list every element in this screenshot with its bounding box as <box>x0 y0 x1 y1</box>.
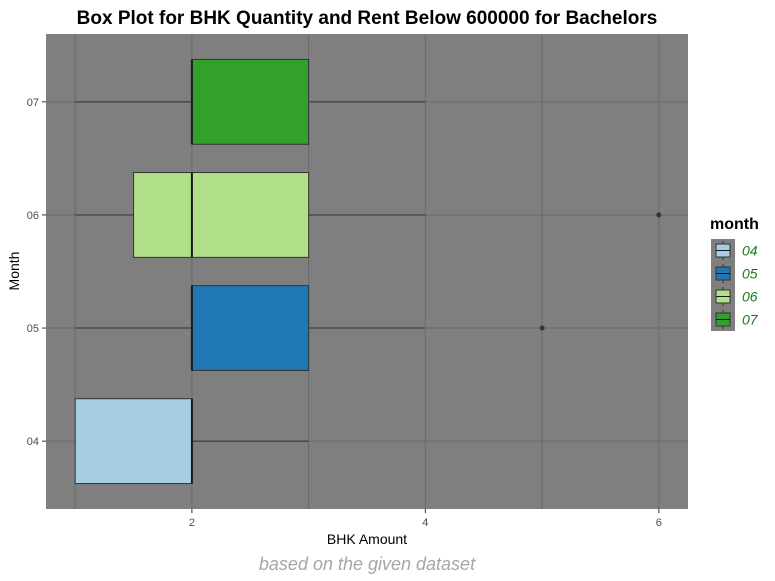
box-07 <box>75 58 426 145</box>
x-tick-label: 4 <box>422 517 428 529</box>
box-body <box>191 285 310 371</box>
chart-title: Box Plot for BHK Quantity and Rent Below… <box>77 8 658 29</box>
x-axis: 2 4 6 <box>189 509 662 529</box>
legend-label: 04 <box>742 243 758 259</box>
y-tick-label: 07 <box>27 97 39 109</box>
boxes <box>74 58 662 485</box>
legend-label: 06 <box>742 289 758 305</box>
box-body <box>133 172 310 258</box>
box-04 <box>74 398 309 485</box>
legend: month 04 05 06 07 <box>710 216 759 331</box>
box-body <box>74 398 193 485</box>
outlier-point <box>656 212 662 218</box>
box-05 <box>75 285 545 371</box>
y-tick-label: 06 <box>27 210 39 222</box>
y-axis-label: Month <box>6 252 22 291</box>
x-tick-label: 2 <box>189 517 195 529</box>
y-axis: 04 05 06 07 <box>27 97 46 448</box>
legend-title: month <box>710 216 759 233</box>
legend-label: 05 <box>742 266 758 282</box>
legend-items: 04 05 06 07 <box>711 239 759 331</box>
y-tick-label: 04 <box>27 436 39 448</box>
box-body <box>191 58 310 145</box>
y-tick-label: 05 <box>27 323 39 335</box>
x-tick-label: 6 <box>656 517 662 529</box>
x-axis-label: BHK Amount <box>327 531 407 547</box>
legend-label: 07 <box>742 312 759 328</box>
outlier-point <box>539 325 545 331</box>
chart-caption: based on the given dataset <box>259 554 476 574</box>
box-06 <box>75 172 662 258</box>
